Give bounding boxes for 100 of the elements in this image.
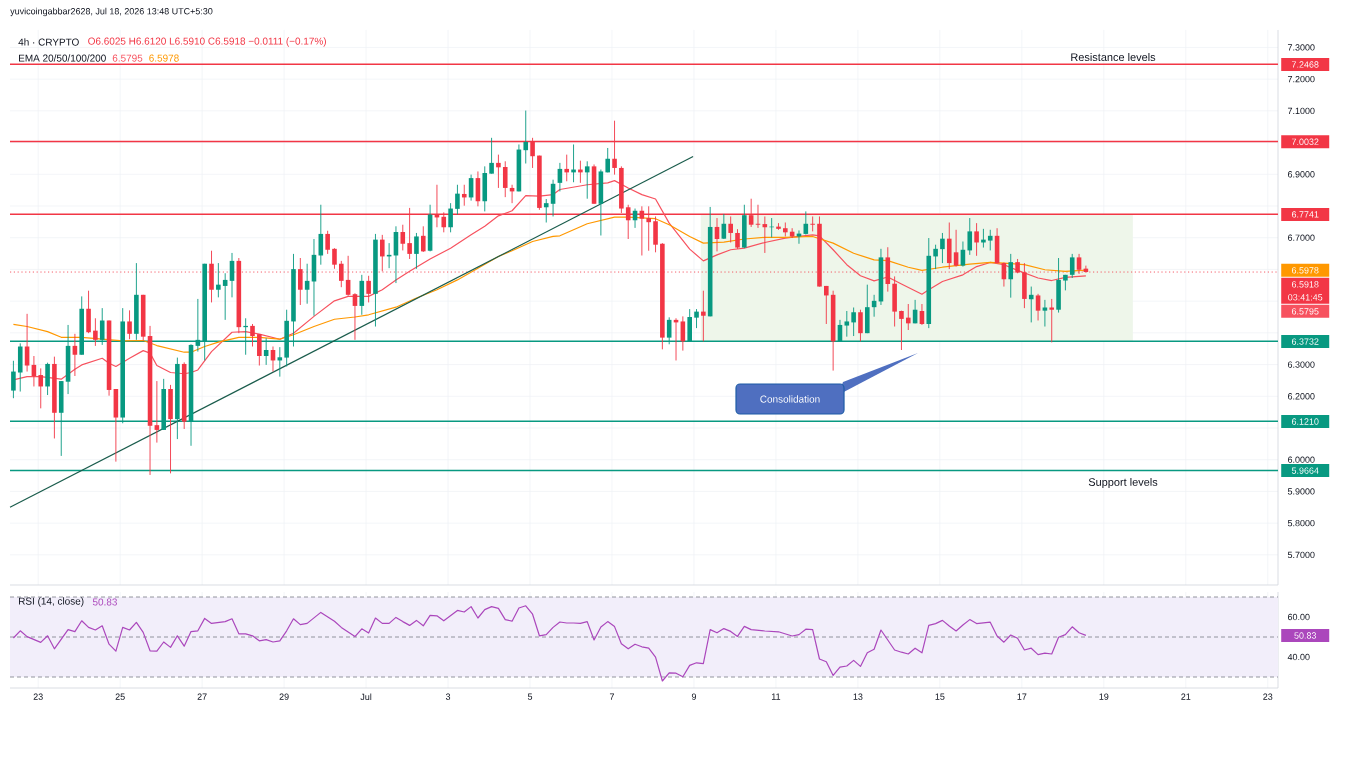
text: 03:41:45 [1288,294,1323,301]
candlestick [461,184,467,207]
y-tick-label: 5.9000 [1287,488,1315,495]
y-tick-label: 6.0000 [1287,456,1315,463]
candlestick [1035,293,1041,321]
candlestick [940,232,945,264]
x-tick-label: 17 [1017,693,1027,700]
y-tick-label: 60.00 [1287,613,1310,621]
x-tick-label: 5 [527,693,533,700]
annotation: Consolidation [760,395,820,403]
candlestick [332,247,337,270]
candlestick [953,229,959,268]
annotation: Resistance levels [1071,52,1156,62]
ref-line-label: 7.0032 [1291,138,1319,145]
candlestick [987,229,993,251]
y-tick-label: 6.3000 [1287,361,1315,368]
candlestick [523,110,529,164]
x-tick-label: 7 [609,693,615,700]
text: 6.5978 [149,54,179,62]
text: 6.5795 [112,54,143,62]
text: O6.6025 H6.6120 L6.5910 C6.5918 −0.0111 (−0.17%) [88,37,326,47]
candlestick [824,285,829,325]
y-tick-label: 40.00 [1287,653,1310,661]
x-tick-label: 15 [935,693,945,700]
candlestick [414,232,419,270]
candlestick [489,137,494,175]
candlestick [851,307,856,337]
x-tick-label: 19 [1099,693,1109,700]
x-tick-label: 3 [445,693,451,700]
x-tick-label: 21 [1181,693,1191,700]
candlestick [967,217,973,256]
x-tick-label: 9 [691,693,697,700]
candlestick [502,160,508,198]
candlestick [38,367,44,409]
annotation: EMA 20/50/100/200 [19,54,106,62]
ref-line-label: 6.5918 [1291,281,1319,288]
text: RSI (14, close) [19,597,84,607]
x-tick-label: 13 [853,693,863,700]
candlestick [400,224,406,251]
candlestick [701,290,706,342]
x-tick-label: 29 [279,693,289,700]
candlestick [216,262,221,298]
candlestick [448,202,453,233]
candlestick [250,323,255,347]
x-tick-label: 25 [115,693,125,700]
y-tick-label: 6.9000 [1287,171,1315,178]
text: yuvicoingabbar2628, Jul 18, 2026 13:48 UTC+5:30 [10,7,213,17]
candlestick [455,184,460,216]
ref-line-label: 6.7741 [1291,211,1319,218]
candlestick [974,222,979,257]
candlestick [325,230,330,255]
candlestick [899,310,904,351]
text: 50.83 [1294,632,1317,639]
candlestick [844,310,850,338]
text: 4h · CRYPTO [18,38,79,46]
candlestick [905,303,911,331]
candlestick [366,275,371,303]
candlestick [154,380,160,444]
candlestick [257,333,262,366]
candlestick [420,225,426,253]
candlestick [605,147,611,173]
candlestick [1042,299,1048,327]
annotation: Support levels [1088,477,1158,489]
text: 6.5978 [1291,267,1319,274]
x-tick-label: 11 [771,693,781,700]
candlestick [858,309,863,342]
candlestick [584,160,590,200]
y-tick-label: 7.2000 [1287,75,1315,83]
candlestick [694,308,699,329]
candlestick [1069,253,1075,279]
x-tick-label: Jul [360,693,372,701]
candlestick [1049,298,1055,343]
candlestick [564,154,570,182]
candlestick [496,154,501,189]
candlestick [933,244,938,270]
candlestick [1028,286,1034,323]
x-tick-label: 23 [33,693,43,700]
ref-line-label: 7.2468 [1291,61,1319,68]
candlestick [93,317,98,347]
candlestick [11,360,16,399]
candlestick [127,309,132,340]
y-tick-label: 7.1000 [1287,107,1315,115]
candlestick [735,228,740,250]
x-tick-label: 27 [197,693,207,700]
candlestick [1008,253,1014,299]
y-tick-label: 5.8000 [1287,519,1315,527]
ref-line-label: 5.9664 [1291,467,1319,474]
series-label: 50.83 [92,598,117,606]
ref-line-label: 6.1210 [1291,418,1319,425]
x-tick-label: 23 [1263,693,1273,700]
y-tick-label: 6.2000 [1287,393,1315,400]
y-tick-label: 6.7000 [1287,234,1315,241]
y-tick-label: 7.3000 [1287,44,1315,51]
candlestick [86,290,91,334]
candlestick [45,362,50,396]
candlestick [1076,253,1082,275]
text: 6.5795 [1291,308,1319,315]
ref-line-label: 6.3732 [1291,338,1319,345]
y-tick-label: 5.7000 [1287,551,1315,559]
candlestick [543,198,549,223]
